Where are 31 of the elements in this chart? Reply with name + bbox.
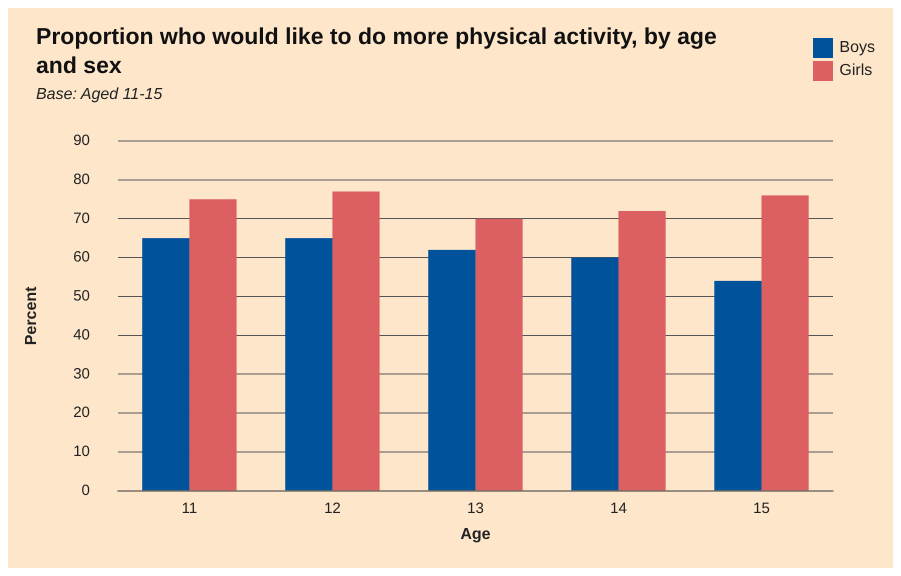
x-tick-label: 15 <box>753 500 770 517</box>
bar <box>761 195 809 490</box>
bar <box>571 258 618 490</box>
y-tick-label: 70 <box>73 210 90 227</box>
bar <box>142 238 190 490</box>
legend-label: Girls <box>839 62 872 80</box>
y-tick-label: 20 <box>73 404 90 422</box>
legend-label: Boys <box>839 39 875 57</box>
y-tick-label: 50 <box>73 288 90 305</box>
x-tick-label: 12 <box>324 500 341 517</box>
bar <box>285 238 332 490</box>
bar <box>618 210 666 490</box>
y-axis-title: Percent <box>23 286 40 346</box>
bar <box>189 199 237 490</box>
chart-title: Proportion who would like to do more physical activity, by age and sex <box>36 22 718 80</box>
bar <box>332 192 380 490</box>
x-tick-label: 11 <box>182 500 198 517</box>
bar <box>475 218 523 490</box>
bar <box>428 250 476 490</box>
y-tick-label: 80 <box>73 171 90 188</box>
x-axis-title: Age <box>460 526 491 543</box>
x-tick-label: 13 <box>467 500 484 517</box>
y-tick-label: 60 <box>73 248 90 266</box>
y-tick-label: 90 <box>73 132 90 150</box>
y-tick-label: 30 <box>73 365 90 382</box>
chart-subtitle: Base: Aged 11-15 <box>36 86 164 104</box>
y-tick-label: 40 <box>73 326 90 344</box>
bar <box>714 280 762 490</box>
y-tick-label: 0 <box>82 482 90 499</box>
y-tick-label: 10 <box>73 443 90 460</box>
x-tick-label: 14 <box>610 500 627 517</box>
